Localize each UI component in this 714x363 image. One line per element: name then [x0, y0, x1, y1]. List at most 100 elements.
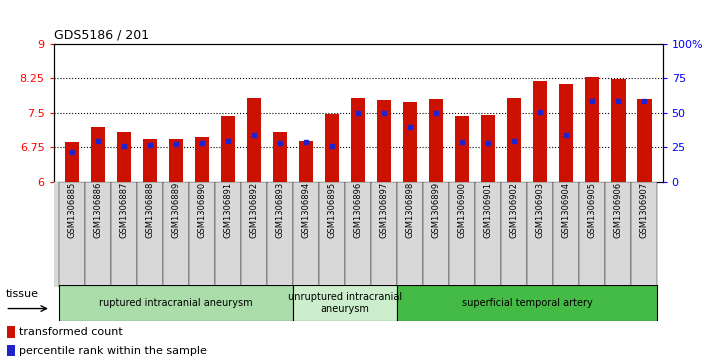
Point	[170, 141, 181, 147]
Text: GSM1306900: GSM1306900	[458, 182, 467, 237]
Bar	[637, 99, 652, 182]
Text: GSM1306902: GSM1306902	[510, 182, 519, 237]
Bar	[111, 182, 137, 287]
Bar	[221, 116, 235, 182]
Point	[404, 125, 416, 130]
Bar	[91, 127, 105, 182]
Bar	[533, 81, 548, 182]
Bar	[116, 132, 131, 182]
Point	[301, 139, 312, 145]
Bar	[527, 182, 553, 287]
Point	[144, 142, 156, 148]
Bar	[449, 182, 476, 287]
Text: unruptured intracranial
aneurysm: unruptured intracranial aneurysm	[288, 292, 402, 314]
Bar	[299, 141, 313, 182]
Bar	[371, 182, 397, 287]
Text: GSM1306906: GSM1306906	[614, 182, 623, 238]
Text: GSM1306901: GSM1306901	[483, 182, 493, 237]
Bar	[611, 79, 625, 182]
Point	[222, 139, 233, 144]
Bar	[189, 182, 215, 287]
Bar	[397, 285, 658, 321]
Text: ruptured intracranial aneurysm: ruptured intracranial aneurysm	[99, 298, 253, 308]
Bar	[345, 182, 371, 287]
Text: GSM1306892: GSM1306892	[249, 182, 258, 238]
Bar	[476, 182, 501, 287]
Point	[66, 149, 78, 155]
Text: GSM1306888: GSM1306888	[146, 182, 154, 238]
Point	[483, 140, 494, 146]
Bar	[553, 182, 579, 287]
Bar	[585, 77, 600, 182]
Bar	[507, 98, 521, 182]
Text: transformed count: transformed count	[19, 327, 122, 337]
Text: GSM1306905: GSM1306905	[588, 182, 597, 237]
Bar	[7, 345, 15, 356]
Text: GSM1306885: GSM1306885	[67, 182, 76, 238]
Point	[118, 143, 129, 148]
Point	[587, 98, 598, 104]
Bar	[137, 182, 163, 287]
Bar	[85, 182, 111, 287]
Text: GSM1306904: GSM1306904	[562, 182, 570, 237]
Text: GSM1306889: GSM1306889	[171, 182, 181, 238]
Text: GSM1306898: GSM1306898	[406, 182, 415, 238]
Text: GSM1306907: GSM1306907	[640, 182, 649, 238]
Bar	[423, 182, 449, 287]
Bar	[481, 115, 496, 182]
Text: superficial temporal artery: superficial temporal artery	[462, 298, 593, 308]
Bar	[293, 285, 397, 321]
Text: GSM1306886: GSM1306886	[94, 182, 102, 238]
Bar	[59, 285, 293, 321]
Bar	[325, 114, 339, 182]
Bar	[241, 182, 267, 287]
Point	[638, 98, 650, 104]
Text: GSM1306894: GSM1306894	[301, 182, 311, 238]
Text: GSM1306903: GSM1306903	[536, 182, 545, 238]
Text: percentile rank within the sample: percentile rank within the sample	[19, 346, 206, 356]
Bar	[64, 142, 79, 182]
Text: GDS5186 / 201: GDS5186 / 201	[54, 28, 149, 41]
Bar	[579, 182, 605, 287]
Point	[613, 98, 624, 104]
Bar	[169, 139, 183, 182]
Bar	[195, 137, 209, 182]
Bar	[377, 100, 391, 182]
Bar	[273, 132, 287, 182]
Bar	[351, 98, 366, 182]
Text: tissue: tissue	[6, 289, 39, 299]
Bar	[455, 116, 469, 182]
Bar	[631, 182, 658, 287]
Text: GSM1306893: GSM1306893	[276, 182, 284, 238]
Text: GSM1306899: GSM1306899	[432, 182, 441, 238]
Point	[378, 111, 390, 117]
Text: GSM1306890: GSM1306890	[197, 182, 206, 238]
Point	[560, 132, 572, 138]
Text: GSM1306896: GSM1306896	[353, 182, 363, 238]
Bar	[403, 102, 417, 182]
Bar	[267, 182, 293, 287]
Bar	[143, 139, 157, 182]
Bar	[215, 182, 241, 287]
Point	[353, 111, 364, 117]
Point	[535, 109, 546, 114]
Bar	[501, 182, 527, 287]
Bar	[293, 182, 319, 287]
Text: GSM1306891: GSM1306891	[223, 182, 233, 238]
Point	[508, 138, 520, 144]
Bar	[397, 182, 423, 287]
Bar	[559, 84, 573, 182]
Bar	[605, 182, 631, 287]
Point	[92, 139, 104, 144]
Point	[274, 140, 286, 146]
Point	[326, 143, 338, 149]
Bar	[319, 182, 345, 287]
Point	[456, 139, 468, 145]
Text: GSM1306895: GSM1306895	[328, 182, 336, 238]
Bar	[163, 182, 189, 287]
Bar	[7, 326, 15, 338]
Point	[431, 111, 442, 117]
Bar	[59, 182, 85, 287]
Point	[196, 140, 208, 146]
Text: GSM1306887: GSM1306887	[119, 182, 129, 238]
